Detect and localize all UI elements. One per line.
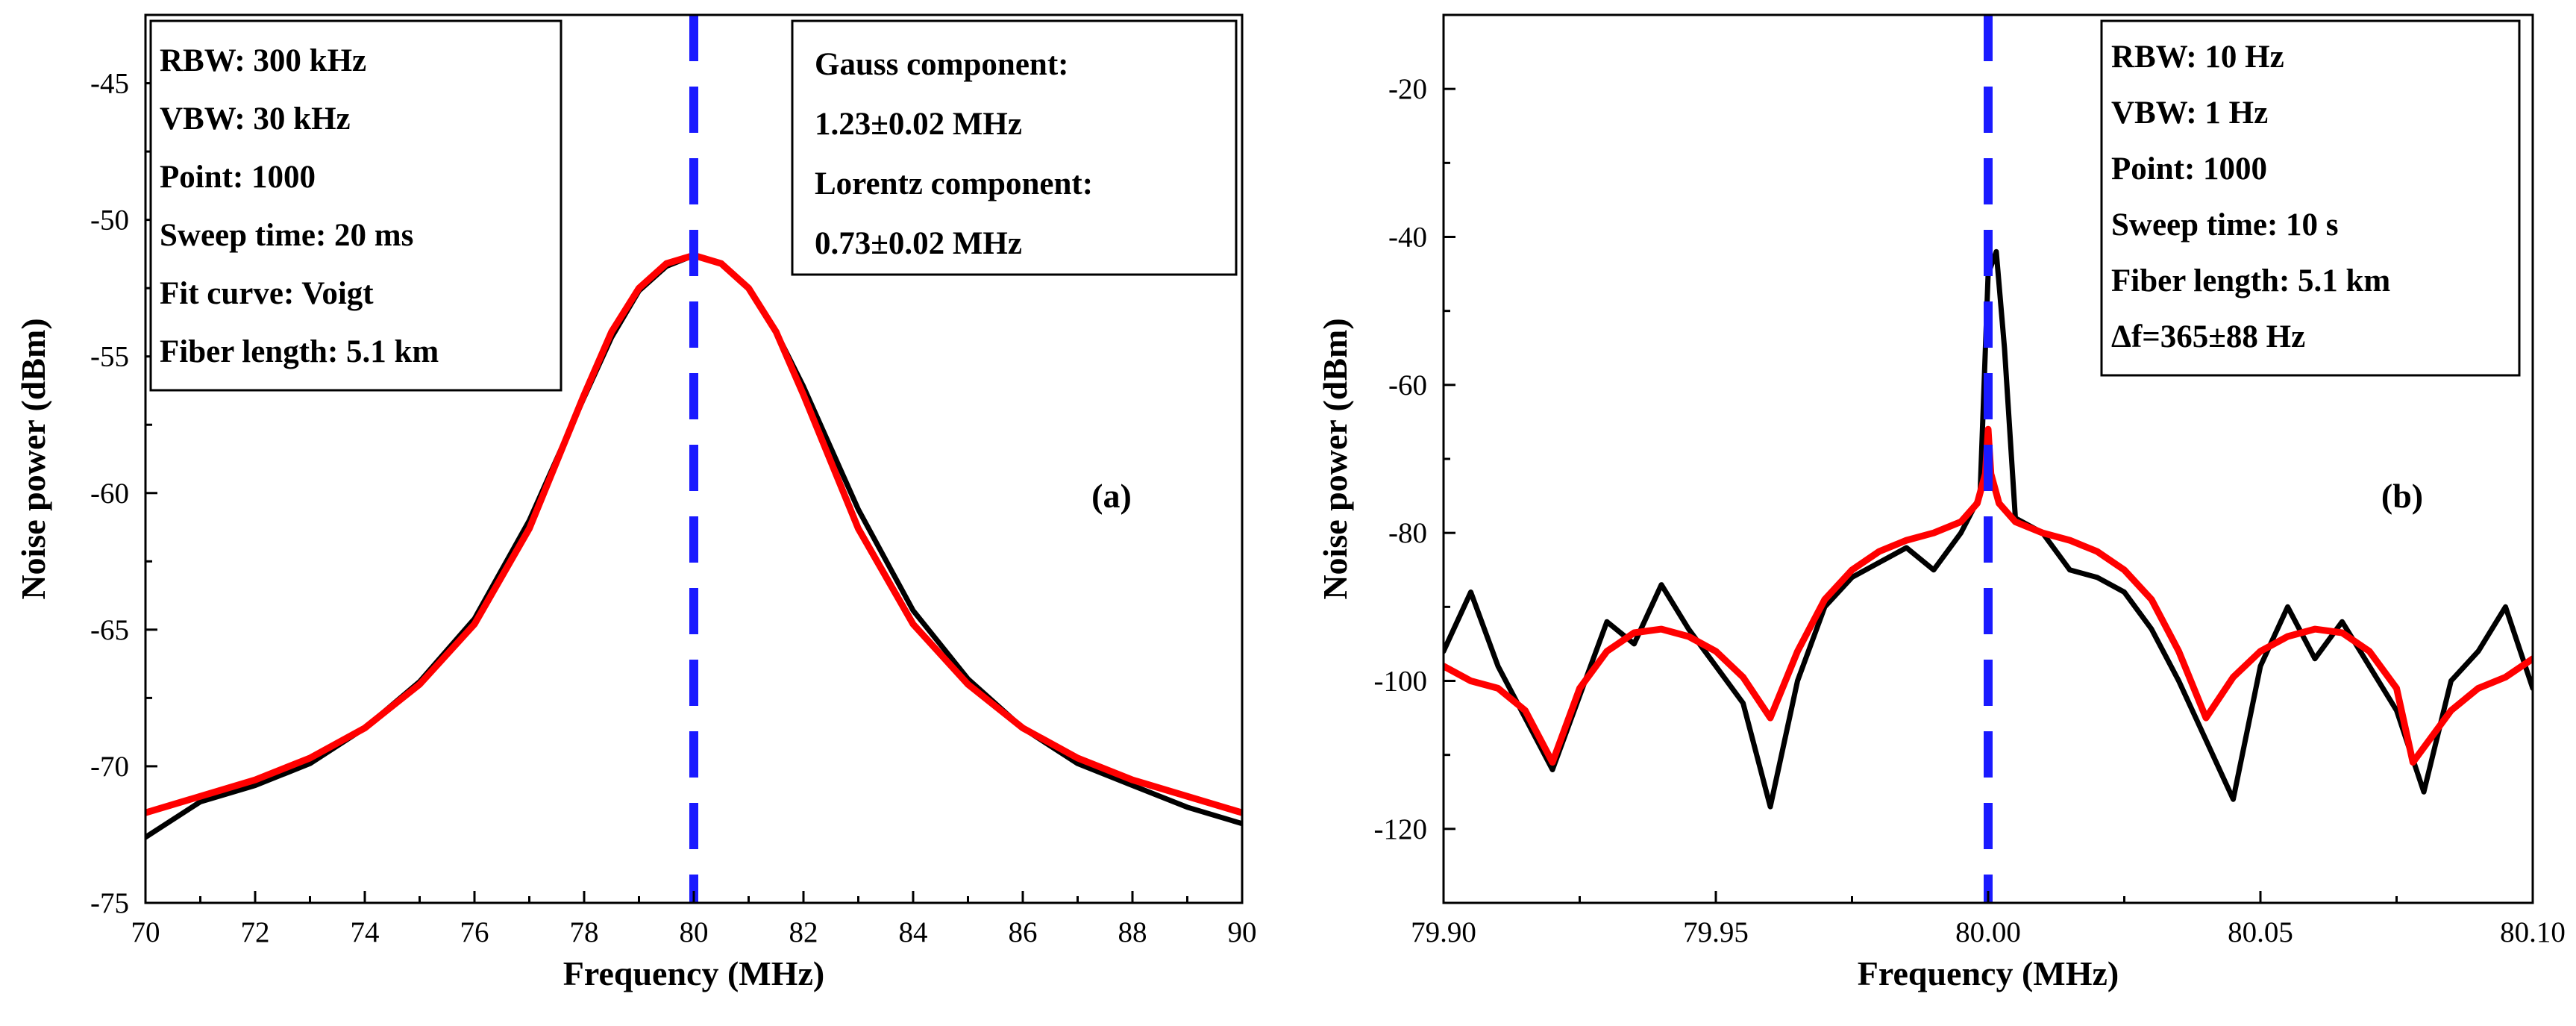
y-tick-label: -50 <box>90 204 129 237</box>
fit-curve-line <box>1444 425 2533 766</box>
chart-panel-2: 79.90 79.95 80.00 80.05 80.10 -120 -100 -80 -60 -… <box>1316 13 2566 992</box>
x-tick-label: 80.05 <box>2228 916 2293 948</box>
measurement-info-line: Fiber length: 5.1 km <box>2111 263 2390 298</box>
x-tick-label: 79.95 <box>1683 916 1749 948</box>
y-axis-title: Noise power (dBm) <box>1316 318 1354 599</box>
y-tick-label: -100 <box>1374 666 1428 698</box>
measurement-info-line: Point: 1000 <box>2111 151 2267 187</box>
measurement-info-line: Sweep time: 10 s <box>2111 207 2339 243</box>
y-tick-label: -40 <box>1388 222 1427 254</box>
y-tick-label: -45 <box>90 68 129 100</box>
measurement-info-line: VBW: 1 Hz <box>2111 96 2268 131</box>
y-tick-label: -60 <box>90 478 129 510</box>
x-tick-label: 79.90 <box>1411 916 1476 948</box>
measurement-info-line: Point: 1000 <box>160 160 316 195</box>
panel-label: (b) <box>2381 477 2423 515</box>
fit-result-line: 1.23±0.02 MHz <box>815 107 1022 142</box>
measurement-info-line: Sweep time: 20 ms <box>160 218 413 253</box>
y-tick-label: -55 <box>90 341 129 373</box>
measurement-info-box <box>2100 19 2521 377</box>
measurement-info-line: RBW: 300 kHz <box>160 43 366 78</box>
y-tick-label: -75 <box>90 887 129 919</box>
x-tick-label: 86 <box>1009 916 1038 948</box>
fit-result-line: 0.73±0.02 MHz <box>815 226 1022 261</box>
x-tick-label: 72 <box>241 916 270 948</box>
y-tick-label: -120 <box>1374 813 1428 845</box>
y-tick-label: -65 <box>90 614 129 646</box>
x-axis-title: Frequency (MHz) <box>563 954 824 992</box>
measurement-info-box <box>149 19 562 392</box>
measurement-info-line: RBW: 10 Hz <box>2111 40 2284 75</box>
panel-label: (a) <box>1091 477 1132 515</box>
y-tick-label: -70 <box>90 751 129 783</box>
y-axis-title: Noise power (dBm) <box>14 318 52 599</box>
measurement-info-line: Fiber length: 5.1 km <box>160 334 439 369</box>
x-tick-label: 70 <box>131 916 160 948</box>
x-tick-label: 80.00 <box>1955 916 2021 948</box>
y-tick-label: -60 <box>1388 369 1427 401</box>
y-tick-label: -20 <box>1388 73 1427 105</box>
measurement-info-line: Δf=365±88 Hz <box>2111 319 2305 354</box>
x-tick-label: 90 <box>1228 916 1257 948</box>
x-tick-label: 78 <box>570 916 599 948</box>
x-tick-label: 76 <box>460 916 489 948</box>
x-axis-title: Frequency (MHz) <box>1858 954 2119 992</box>
x-tick-label: 84 <box>899 916 928 948</box>
fit-result-line: Gauss component: <box>815 47 1068 82</box>
measurement-info-line: Fit curve: Voigt <box>160 276 374 311</box>
x-tick-label: 88 <box>1118 916 1147 948</box>
x-tick-label: 80 <box>680 916 709 948</box>
x-tick-label: 74 <box>351 916 380 948</box>
chart-panel-1: 70 72 74 76 78 80 82 84 86 88 90 -75 -70 -65 -60 -55 -50… <box>14 13 1257 992</box>
measurement-info-line: VBW: 30 kHz <box>160 101 351 137</box>
y-tick-label: -80 <box>1388 517 1427 549</box>
x-tick-label: 82 <box>789 916 818 948</box>
x-tick-label: 80.10 <box>2500 916 2566 948</box>
fit-result-box <box>791 19 1238 276</box>
fit-result-line: Lorentz component: <box>815 166 1093 201</box>
